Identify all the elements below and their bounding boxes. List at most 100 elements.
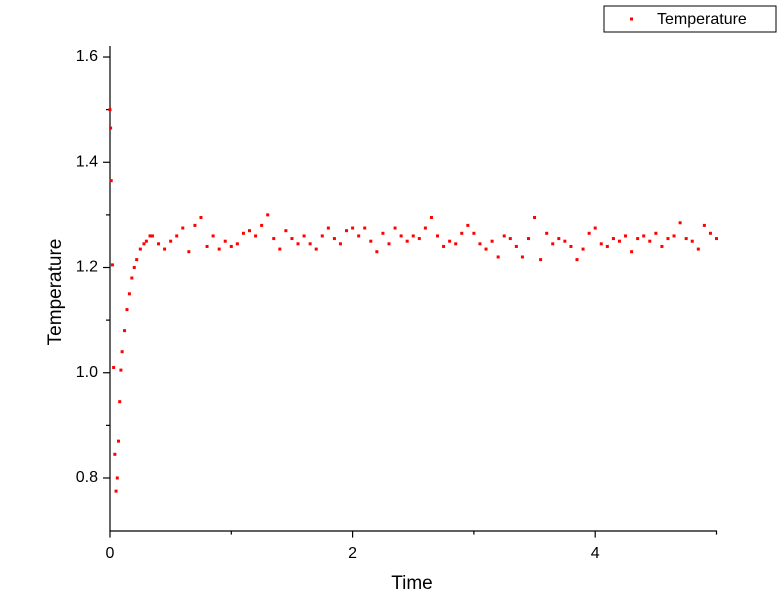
data-point — [466, 223, 470, 227]
data-point — [272, 237, 276, 241]
data-point — [314, 247, 318, 251]
data-point — [436, 234, 440, 238]
data-point — [148, 234, 152, 238]
data-point — [666, 237, 670, 241]
data-point — [205, 244, 209, 248]
y-tick-label: 0.8 — [76, 469, 98, 486]
data-point — [120, 350, 124, 354]
data-point — [587, 231, 591, 235]
data-point — [375, 250, 379, 254]
data-point — [526, 237, 530, 241]
data-point — [241, 231, 245, 235]
data-point — [290, 237, 294, 241]
data-point — [193, 223, 197, 227]
y-tick-label: 1.2 — [76, 259, 98, 276]
data-point — [472, 231, 476, 235]
data-point — [381, 231, 385, 235]
data-point — [708, 231, 712, 235]
data-point — [405, 239, 409, 243]
data-point — [684, 237, 688, 241]
data-point — [611, 237, 615, 241]
data-point — [326, 226, 330, 230]
y-tick-label: 1.0 — [76, 364, 98, 381]
data-point — [278, 247, 282, 251]
data-point — [345, 229, 349, 233]
y-tick-label: 1.4 — [76, 153, 98, 170]
data-point — [429, 216, 433, 220]
data-point — [118, 400, 122, 404]
data-point — [108, 108, 112, 112]
data-point — [109, 179, 113, 183]
data-point — [660, 244, 664, 248]
data-point — [144, 239, 148, 243]
data-point — [369, 239, 373, 243]
data-point — [254, 234, 258, 238]
data-point — [545, 231, 549, 235]
data-point — [127, 292, 131, 296]
data-point — [654, 231, 658, 235]
legend-marker — [630, 17, 633, 21]
data-point — [119, 368, 123, 372]
data-point — [514, 244, 518, 248]
data-point — [423, 226, 427, 230]
data-point — [157, 242, 161, 246]
data-point — [199, 216, 203, 220]
data-point — [551, 242, 555, 246]
data-point — [266, 213, 270, 217]
data-point — [617, 239, 621, 243]
legend-label: Temperature — [657, 11, 747, 28]
data-point — [217, 247, 221, 251]
y-axis-label: Temperature — [45, 239, 66, 346]
data-point — [135, 258, 139, 262]
data-point — [109, 126, 113, 130]
data-point — [630, 250, 634, 254]
data-point — [569, 244, 573, 248]
data-point — [132, 266, 136, 270]
data-point — [478, 242, 482, 246]
data-point — [539, 258, 543, 262]
data-point — [648, 239, 652, 243]
data-point — [484, 247, 488, 251]
data-point — [142, 242, 146, 246]
data-point — [363, 226, 367, 230]
data-point — [229, 244, 233, 248]
data-point — [338, 242, 342, 246]
data-point — [520, 255, 524, 259]
data-point — [284, 229, 288, 233]
data-point — [448, 239, 452, 243]
data-point — [296, 242, 300, 246]
data-point — [593, 226, 597, 230]
data-point — [116, 439, 120, 443]
data-point — [115, 476, 119, 480]
data-point — [605, 244, 609, 248]
data-point — [502, 234, 506, 238]
data-point — [150, 234, 154, 238]
x-tick-label: 4 — [591, 545, 600, 562]
data-point — [442, 244, 446, 248]
data-point — [223, 239, 227, 243]
data-point — [417, 237, 421, 241]
data-point — [260, 223, 264, 227]
data-point — [357, 234, 361, 238]
data-point — [490, 239, 494, 243]
data-point — [672, 234, 676, 238]
data-point — [678, 221, 682, 225]
data-point — [302, 234, 306, 238]
data-point — [181, 226, 185, 230]
data-point — [247, 229, 251, 233]
data-point — [696, 247, 700, 251]
data-point — [454, 242, 458, 246]
data-point — [636, 237, 640, 241]
data-point — [112, 365, 116, 369]
data-point — [114, 489, 118, 493]
data-point — [399, 234, 403, 238]
x-axis-label: Time — [391, 573, 433, 594]
data-point — [702, 223, 706, 227]
data-point — [599, 242, 603, 246]
data-point — [113, 452, 117, 456]
data-point — [575, 258, 579, 262]
data-point — [123, 329, 127, 333]
data-point — [563, 239, 567, 243]
data-point — [332, 237, 336, 241]
